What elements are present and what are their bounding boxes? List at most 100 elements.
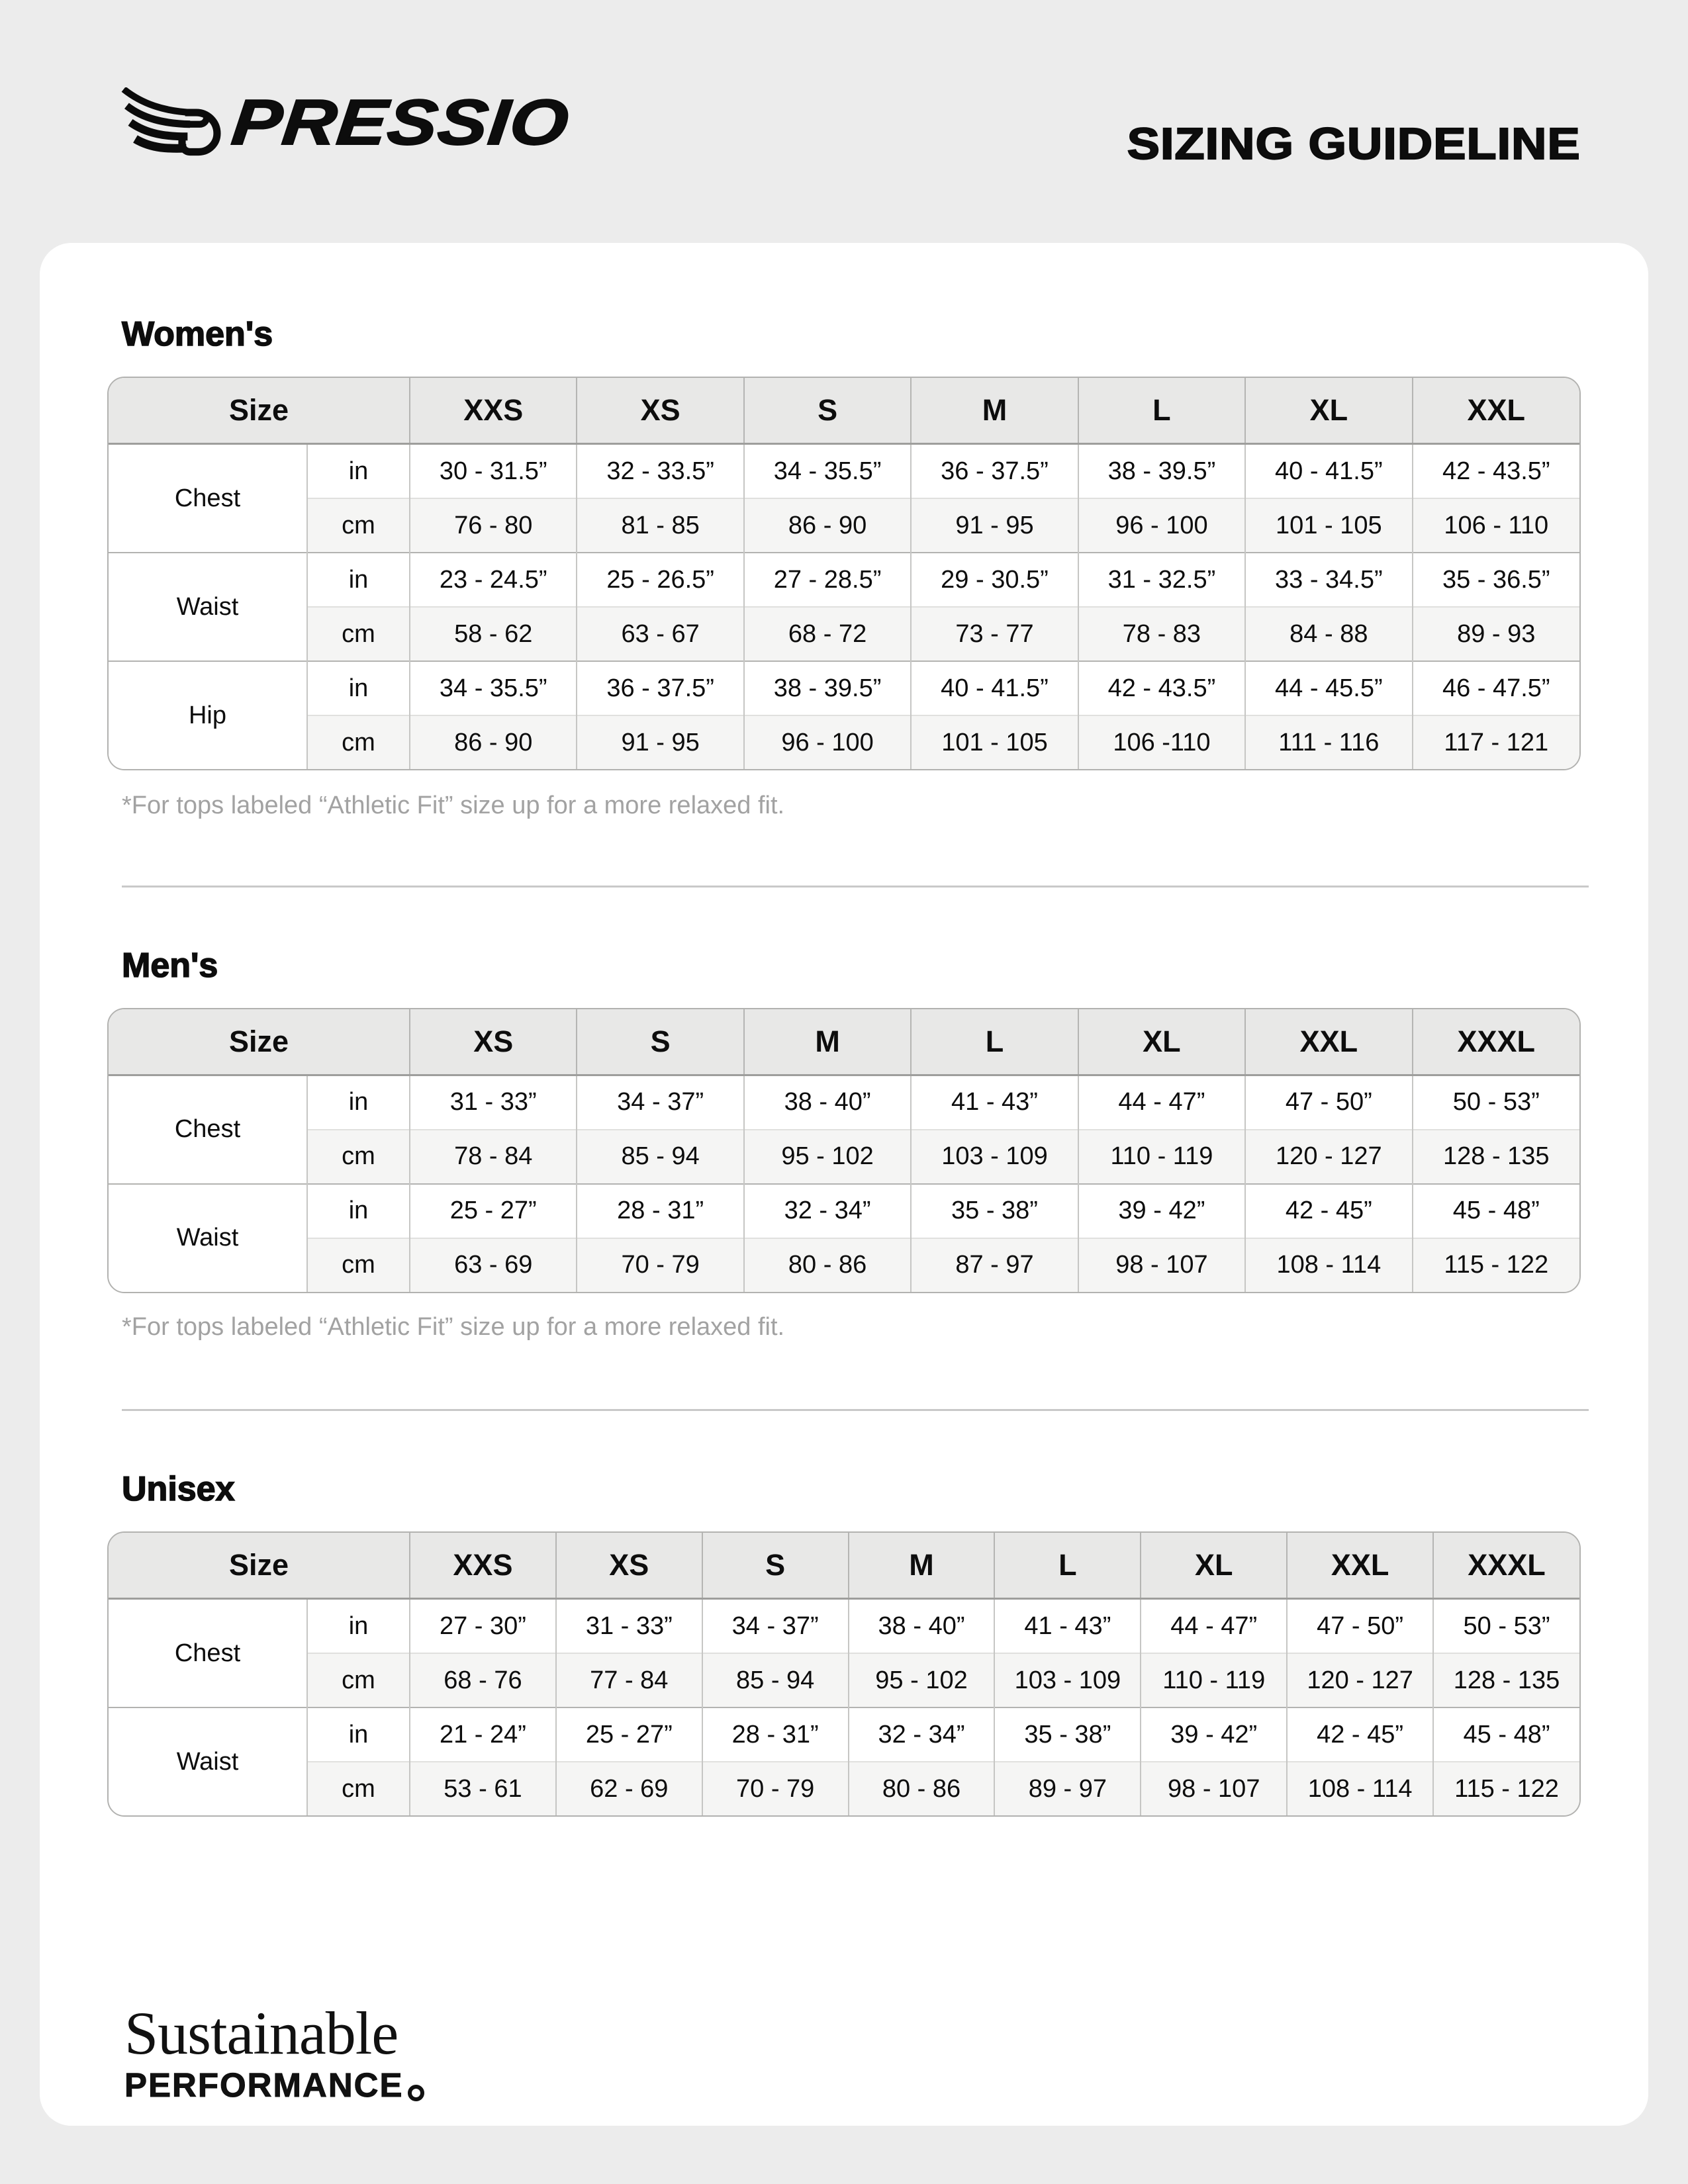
size-column-header: M xyxy=(910,378,1078,445)
size-column-header: XXXL xyxy=(1432,1533,1579,1600)
size-value: 45 - 48” xyxy=(1411,1183,1579,1238)
size-column-header: S xyxy=(701,1533,849,1600)
pressio-logo: PRESSIO xyxy=(121,85,573,159)
unit-label: in xyxy=(306,443,410,498)
size-value: 89 - 97 xyxy=(994,1761,1141,1816)
size-value: 29 - 30.5” xyxy=(910,552,1078,607)
measurement-label: Waist xyxy=(109,552,307,661)
size-value: 111 - 116 xyxy=(1244,715,1413,769)
size-value: 58 - 62 xyxy=(409,606,577,661)
size-value: 110 - 119 xyxy=(1077,1128,1246,1184)
size-column-header: M xyxy=(743,1009,912,1076)
measurement-label: Waist xyxy=(109,1707,307,1816)
size-column-header: M xyxy=(847,1533,995,1600)
size-value: 103 - 109 xyxy=(910,1128,1078,1184)
size-value: 44 - 47” xyxy=(1140,1598,1288,1654)
size-value: 80 - 86 xyxy=(847,1761,995,1816)
size-column-header: XS xyxy=(576,378,744,445)
size-value: 108 - 114 xyxy=(1244,1237,1413,1292)
size-value: 39 - 42” xyxy=(1077,1183,1246,1238)
size-value: 103 - 109 xyxy=(994,1653,1141,1708)
size-column-header: XL xyxy=(1244,378,1413,445)
size-value: 110 - 119 xyxy=(1140,1653,1288,1708)
size-value: 101 - 105 xyxy=(1244,498,1413,553)
unit-label: cm xyxy=(306,1653,410,1708)
size-value: 77 - 84 xyxy=(555,1653,702,1708)
size-value: 95 - 102 xyxy=(743,1128,912,1184)
size-value: 68 - 76 xyxy=(409,1653,556,1708)
page-title: SIZING GUIDELINE xyxy=(1127,119,1581,169)
size-value: 70 - 79 xyxy=(576,1237,744,1292)
size-column-header: L xyxy=(910,1009,1078,1076)
size-column-header: XS xyxy=(409,1009,577,1076)
size-value: 40 - 41.5” xyxy=(910,660,1078,715)
size-value: 32 - 34” xyxy=(743,1183,912,1238)
size-header-cell: Size xyxy=(109,378,410,445)
footer-line2-text: PERFORMANCE xyxy=(124,2066,404,2104)
size-value: 33 - 34.5” xyxy=(1244,552,1413,607)
unit-label: in xyxy=(306,1183,410,1238)
size-value: 31 - 33” xyxy=(409,1075,577,1130)
unit-label: cm xyxy=(306,1128,410,1184)
size-value: 117 - 121 xyxy=(1411,715,1579,769)
size-value: 73 - 77 xyxy=(910,606,1078,661)
size-value: 44 - 45.5” xyxy=(1244,660,1413,715)
size-value: 42 - 45” xyxy=(1244,1183,1413,1238)
size-value: 106 - 110 xyxy=(1411,498,1579,553)
size-value: 28 - 31” xyxy=(701,1707,849,1762)
size-value: 38 - 39.5” xyxy=(743,660,912,715)
size-column-header: XXL xyxy=(1244,1009,1413,1076)
size-value: 91 - 95 xyxy=(576,715,744,769)
size-value: 42 - 43.5” xyxy=(1077,660,1246,715)
size-value: 98 - 107 xyxy=(1077,1237,1246,1292)
unit-label: in xyxy=(306,1707,410,1762)
footer-dot-icon xyxy=(407,2084,424,2101)
size-value: 41 - 43” xyxy=(994,1598,1141,1654)
size-column-header: L xyxy=(1077,378,1246,445)
size-value: 23 - 24.5” xyxy=(409,552,577,607)
content-card: Women's Size XXS XS S M L XL XXL Chest in 30 - 31.… xyxy=(40,243,1648,2126)
size-value: 31 - 32.5” xyxy=(1077,552,1246,607)
size-value: 85 - 94 xyxy=(701,1653,849,1708)
size-value: 34 - 35.5” xyxy=(743,443,912,498)
footer-line2: PERFORMANCE xyxy=(124,2068,1581,2102)
size-value: 89 - 93 xyxy=(1411,606,1579,661)
size-column-header: XXL xyxy=(1286,1533,1434,1600)
size-column-header: L xyxy=(994,1533,1141,1600)
size-value: 47 - 50” xyxy=(1244,1075,1413,1130)
size-value: 120 - 127 xyxy=(1286,1653,1434,1708)
unit-label: cm xyxy=(306,1237,410,1292)
unit-label: cm xyxy=(306,715,410,769)
section-divider xyxy=(122,885,1589,887)
size-value: 32 - 34” xyxy=(847,1707,995,1762)
size-value: 31 - 33” xyxy=(555,1598,702,1654)
size-value: 42 - 43.5” xyxy=(1411,443,1579,498)
size-value: 78 - 84 xyxy=(409,1128,577,1184)
unit-label: cm xyxy=(306,498,410,553)
size-value: 86 - 90 xyxy=(743,498,912,553)
measurement-label: Waist xyxy=(109,1183,307,1292)
size-value: 91 - 95 xyxy=(910,498,1078,553)
size-value: 86 - 90 xyxy=(409,715,577,769)
size-value: 30 - 31.5” xyxy=(409,443,577,498)
size-value: 68 - 72 xyxy=(743,606,912,661)
size-value: 46 - 47.5” xyxy=(1411,660,1579,715)
size-value: 47 - 50” xyxy=(1286,1598,1434,1654)
womens-footnote: *For tops labeled “Athletic Fit” size up… xyxy=(122,792,785,819)
size-value: 101 - 105 xyxy=(910,715,1078,769)
size-column-header: XXS xyxy=(409,1533,556,1600)
size-header-cell: Size xyxy=(109,1009,410,1076)
size-value: 128 - 135 xyxy=(1411,1128,1579,1184)
size-value: 35 - 38” xyxy=(910,1183,1078,1238)
size-value: 40 - 41.5” xyxy=(1244,443,1413,498)
measurement-label: Chest xyxy=(109,1598,307,1708)
unisex-section-heading: Unisex xyxy=(121,1470,235,1509)
size-value: 32 - 33.5” xyxy=(576,443,744,498)
unit-label: in xyxy=(306,1598,410,1654)
size-value: 78 - 83 xyxy=(1077,606,1246,661)
size-column-header: XL xyxy=(1077,1009,1246,1076)
size-value: 25 - 27” xyxy=(555,1707,702,1762)
section-divider xyxy=(122,1409,1589,1412)
size-value: 38 - 40” xyxy=(847,1598,995,1654)
size-value: 96 - 100 xyxy=(1077,498,1246,553)
